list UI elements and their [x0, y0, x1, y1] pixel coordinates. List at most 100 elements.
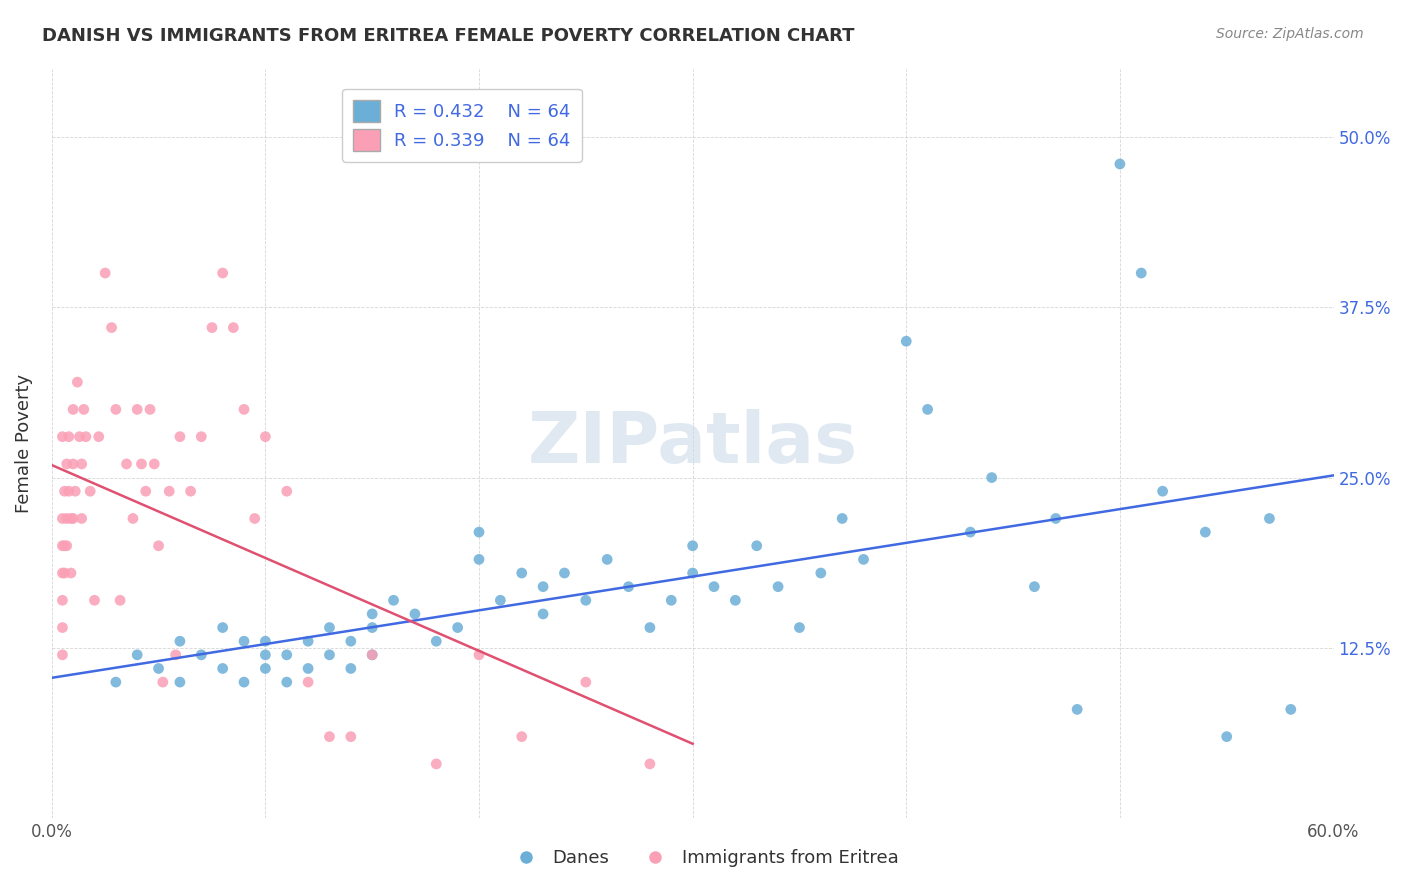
Point	[531, 607, 554, 621]
Point	[638, 621, 661, 635]
Point	[135, 484, 157, 499]
Point	[51, 621, 73, 635]
Point	[51, 648, 73, 662]
Point	[510, 566, 533, 580]
Point	[59, 566, 82, 580]
Point	[211, 621, 233, 635]
Point	[766, 580, 789, 594]
Point	[318, 621, 340, 635]
Point	[297, 661, 319, 675]
Point	[340, 634, 363, 648]
Point	[703, 580, 725, 594]
Text: Source: ZipAtlas.com: Source: ZipAtlas.com	[1216, 27, 1364, 41]
Point	[73, 402, 96, 417]
Point	[596, 552, 619, 566]
Point	[959, 525, 981, 540]
Point	[917, 402, 939, 417]
Point	[1109, 157, 1132, 171]
Point	[127, 648, 149, 662]
Point	[1215, 730, 1237, 744]
Legend: Danes, Immigrants from Eritrea: Danes, Immigrants from Eritrea	[501, 842, 905, 874]
Point	[53, 566, 76, 580]
Point	[1066, 702, 1088, 716]
Point	[789, 621, 811, 635]
Point	[233, 402, 256, 417]
Point	[201, 320, 224, 334]
Point	[211, 266, 233, 280]
Point	[254, 661, 277, 675]
Point	[69, 430, 91, 444]
Point	[810, 566, 832, 580]
Point	[65, 484, 87, 499]
Point	[1130, 266, 1153, 280]
Point	[382, 593, 405, 607]
Y-axis label: Female Poverty: Female Poverty	[15, 374, 32, 513]
Point	[745, 539, 768, 553]
Point	[468, 552, 491, 566]
Point	[361, 648, 384, 662]
Point	[1194, 525, 1216, 540]
Point	[66, 375, 89, 389]
Point	[139, 402, 162, 417]
Point	[297, 675, 319, 690]
Point	[62, 511, 84, 525]
Point	[143, 457, 166, 471]
Point	[131, 457, 153, 471]
Point	[100, 320, 122, 334]
Point	[404, 607, 426, 621]
Point	[70, 457, 93, 471]
Point	[79, 484, 101, 499]
Point	[254, 430, 277, 444]
Point	[148, 539, 170, 553]
Point	[659, 593, 682, 607]
Point	[425, 756, 447, 771]
Point	[51, 566, 73, 580]
Point	[169, 430, 191, 444]
Legend: R = 0.432    N = 64, R = 0.339    N = 64: R = 0.432 N = 64, R = 0.339 N = 64	[342, 89, 582, 161]
Point	[575, 675, 598, 690]
Point	[58, 484, 80, 499]
Point	[638, 756, 661, 771]
Point	[276, 484, 298, 499]
Point	[94, 266, 117, 280]
Text: DANISH VS IMMIGRANTS FROM ERITREA FEMALE POVERTY CORRELATION CHART: DANISH VS IMMIGRANTS FROM ERITREA FEMALE…	[42, 27, 855, 45]
Point	[254, 634, 277, 648]
Point	[1045, 511, 1067, 525]
Point	[425, 634, 447, 648]
Point	[148, 661, 170, 675]
Point	[62, 402, 84, 417]
Point	[361, 621, 384, 635]
Point	[62, 457, 84, 471]
Point	[361, 607, 384, 621]
Point	[724, 593, 747, 607]
Point	[510, 730, 533, 744]
Point	[489, 593, 512, 607]
Point	[1024, 580, 1046, 594]
Point	[1279, 702, 1302, 716]
Point	[468, 525, 491, 540]
Point	[157, 484, 180, 499]
Point	[276, 648, 298, 662]
Point	[122, 511, 145, 525]
Point	[852, 552, 875, 566]
Point	[276, 675, 298, 690]
Point	[254, 648, 277, 662]
Point	[297, 634, 319, 648]
Point	[169, 675, 191, 690]
Point	[531, 580, 554, 594]
Point	[831, 511, 853, 525]
Point	[361, 648, 384, 662]
Point	[575, 593, 598, 607]
Point	[180, 484, 202, 499]
Point	[75, 430, 97, 444]
Point	[980, 470, 1002, 484]
Point	[896, 334, 918, 349]
Point	[446, 621, 468, 635]
Point	[165, 648, 187, 662]
Point	[553, 566, 575, 580]
Point	[104, 402, 127, 417]
Point	[233, 675, 256, 690]
Point	[1152, 484, 1174, 499]
Point	[51, 511, 73, 525]
Point	[340, 730, 363, 744]
